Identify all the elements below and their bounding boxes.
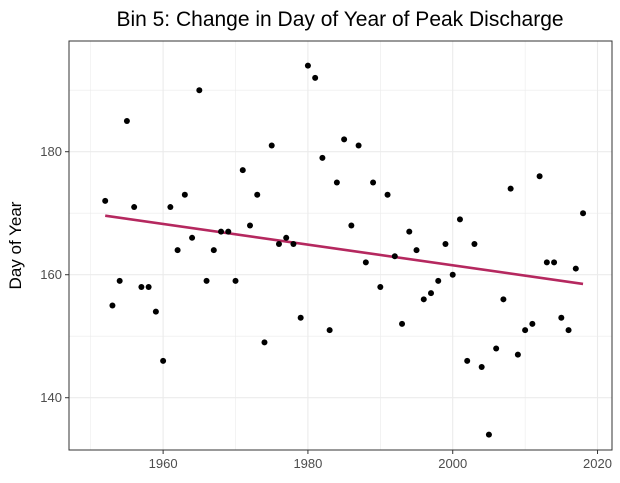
data-point <box>283 234 290 241</box>
data-point <box>377 284 384 291</box>
data-point <box>290 240 297 247</box>
data-point <box>384 191 391 198</box>
data-point <box>522 327 529 334</box>
y-axis-label: Day of Year <box>6 201 25 289</box>
data-point <box>464 357 471 364</box>
data-point <box>442 240 449 247</box>
trend-line <box>105 214 584 286</box>
data-point <box>247 222 253 229</box>
data-point <box>145 284 152 291</box>
data-point <box>304 62 311 69</box>
data-point <box>485 431 492 438</box>
x-tick-label: 1980 <box>293 456 322 471</box>
plot-panel-border <box>68 40 613 451</box>
data-point <box>543 259 550 266</box>
data-point <box>341 136 348 143</box>
x-tick-label: 1960 <box>149 456 178 471</box>
data-point <box>232 277 239 284</box>
data-point <box>131 204 138 211</box>
data-point <box>167 204 174 211</box>
chart-title: Bin 5: Change in Day of Year of Peak Dis… <box>116 8 563 31</box>
data-point <box>420 296 427 303</box>
data-point <box>275 240 282 247</box>
y-tick-label: 140 <box>40 390 62 405</box>
data-point <box>160 357 167 364</box>
data-point <box>225 228 232 235</box>
data-point <box>500 296 507 303</box>
data-point <box>406 228 413 235</box>
data-point <box>297 314 304 321</box>
data-point <box>333 179 340 186</box>
data-point <box>203 277 210 284</box>
x-tick-label: 2020 <box>583 456 612 471</box>
data-point <box>218 228 225 235</box>
data-point <box>435 277 442 284</box>
data-point <box>116 277 123 284</box>
data-point <box>507 185 514 192</box>
data-point <box>326 327 333 334</box>
trend-line-layer <box>105 214 584 286</box>
data-point <box>210 247 217 254</box>
data-point <box>536 173 543 180</box>
data-point <box>493 345 500 352</box>
data-point <box>123 117 130 124</box>
data-point <box>109 302 116 309</box>
data-point <box>152 308 159 315</box>
data-point <box>558 314 565 321</box>
data-point <box>239 167 246 174</box>
data-point <box>348 222 355 229</box>
data-point <box>312 74 319 81</box>
data-point <box>399 320 406 327</box>
data-point <box>370 179 377 186</box>
data-point <box>456 216 463 223</box>
data-point <box>572 265 579 272</box>
data-point <box>413 247 420 254</box>
x-tick-label: 2000 <box>438 456 467 471</box>
data-point <box>138 284 145 291</box>
data-point <box>449 271 456 278</box>
data-point <box>478 363 485 370</box>
data-point <box>565 327 572 334</box>
data-point <box>529 320 536 327</box>
data-points <box>102 62 587 438</box>
data-point <box>551 259 558 266</box>
data-point <box>362 259 369 266</box>
data-point <box>196 87 203 94</box>
y-tick-label: 180 <box>40 144 62 159</box>
data-point <box>391 253 398 260</box>
data-point <box>268 142 275 149</box>
data-point <box>261 339 268 346</box>
axis-ticks: 1960 1980 2000 2020 140 160 180 <box>40 144 612 471</box>
data-point <box>319 154 326 161</box>
data-point <box>254 191 261 198</box>
data-point <box>181 191 188 198</box>
data-point <box>189 234 196 241</box>
data-point <box>471 240 478 247</box>
y-tick-label: 160 <box>40 267 62 282</box>
data-point <box>580 210 587 217</box>
data-point <box>428 290 434 297</box>
data-point <box>174 247 181 254</box>
data-point <box>102 197 109 204</box>
data-point <box>355 142 362 149</box>
data-point <box>514 351 521 358</box>
